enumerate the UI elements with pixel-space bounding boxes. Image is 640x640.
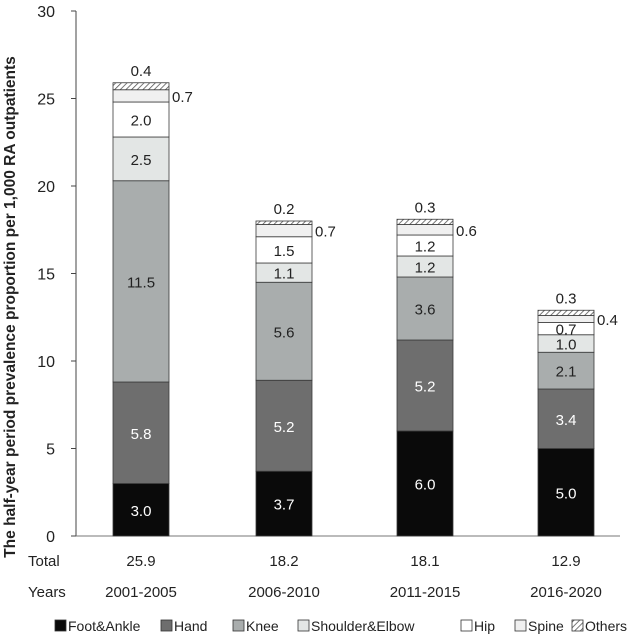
data-label: 1.5 bbox=[274, 243, 295, 260]
data-label: 0.3 bbox=[556, 290, 577, 307]
data-label: 5.0 bbox=[556, 485, 577, 502]
bar-segment-others bbox=[255, 220, 313, 225]
bar-segment-spine bbox=[255, 224, 313, 238]
legend-swatch-foot-ankle bbox=[54, 619, 67, 632]
data-label: 2.1 bbox=[556, 364, 577, 381]
x-tick-label: 2006-2010 bbox=[248, 584, 320, 601]
total-value-label: 25.9 bbox=[126, 553, 155, 570]
legend-swatch-hand bbox=[160, 619, 173, 632]
legend-swatch-spine bbox=[514, 619, 527, 632]
bar-segment-others bbox=[112, 82, 170, 91]
bar-segment-knee bbox=[396, 276, 454, 341]
legend-swatch-others bbox=[571, 619, 584, 632]
bar-segment-others bbox=[537, 309, 595, 316]
data-label: 1.1 bbox=[274, 266, 295, 283]
y-tick-label: 30 bbox=[37, 4, 55, 21]
data-label: 0.4 bbox=[597, 312, 618, 329]
data-label: 0.7 bbox=[315, 224, 336, 241]
bar-segment-spine bbox=[396, 224, 454, 236]
y-tick-label: 20 bbox=[37, 179, 55, 196]
data-label: 5.2 bbox=[274, 419, 295, 436]
y-tick-label: 25 bbox=[37, 92, 55, 109]
legend-label: Hand bbox=[174, 618, 207, 634]
y-tick-label: 5 bbox=[46, 442, 55, 459]
legend-swatch-hip bbox=[460, 619, 473, 632]
data-label: 1.0 bbox=[556, 337, 577, 354]
legend-swatch-shoulder-elbow bbox=[297, 619, 310, 632]
total-value-label: 12.9 bbox=[551, 553, 580, 570]
bar-segment-knee bbox=[255, 281, 313, 381]
data-label: 0.6 bbox=[456, 223, 477, 240]
total-row-label: Total bbox=[28, 553, 60, 570]
legend-label: Spine bbox=[528, 618, 564, 634]
legend-label: Foot&Ankle bbox=[68, 618, 141, 634]
bar-segment-others bbox=[396, 218, 454, 225]
data-label: 0.2 bbox=[274, 201, 295, 218]
years-row-label: Years bbox=[28, 584, 66, 601]
legend-label: Others bbox=[585, 618, 627, 634]
data-label: 5.6 bbox=[274, 324, 295, 341]
bar-segment-spine bbox=[112, 89, 170, 103]
bar-segment-foot-ankle bbox=[255, 470, 313, 537]
y-axis-label: The half-year period prevalence proporti… bbox=[2, 56, 19, 558]
legend-swatch-knee bbox=[232, 619, 245, 632]
legend: Foot&Ankle Hand Knee Shoulder&Elbow Hip Spine… bbox=[54, 618, 627, 634]
y-tick-label: 15 bbox=[37, 267, 55, 284]
y-tick-label: 10 bbox=[37, 354, 55, 371]
data-label: 1.2 bbox=[415, 239, 436, 256]
x-tick-label: 2001-2005 bbox=[105, 584, 177, 601]
bar-segment-hand bbox=[112, 381, 170, 484]
bar-segment-shoulder-elbow bbox=[112, 136, 170, 182]
data-label: 0.7 bbox=[556, 322, 577, 339]
bar-segment-hip bbox=[112, 101, 170, 138]
bar-segment-foot-ankle bbox=[112, 483, 170, 537]
data-label: 3.6 bbox=[415, 302, 436, 319]
x-tick-label: 2011-2015 bbox=[390, 584, 461, 601]
legend-label: Knee bbox=[246, 618, 279, 634]
data-label: 1.2 bbox=[415, 260, 436, 277]
total-value-label: 18.2 bbox=[269, 553, 298, 570]
data-label: 3.7 bbox=[274, 497, 295, 514]
data-label: 0.7 bbox=[172, 89, 193, 106]
x-tick-label: 2016-2020 bbox=[530, 584, 602, 601]
data-label: 2.5 bbox=[131, 152, 152, 169]
data-label: 5.2 bbox=[415, 379, 436, 396]
bar-segment-foot-ankle bbox=[537, 448, 595, 537]
legend-label: Hip bbox=[474, 618, 495, 634]
bar-segment-knee bbox=[537, 351, 595, 390]
bar-segment-foot-ankle bbox=[396, 430, 454, 537]
data-label: 6.0 bbox=[415, 477, 436, 494]
data-label: 2.0 bbox=[131, 113, 152, 130]
data-label: 3.4 bbox=[556, 412, 577, 429]
data-label: 11.5 bbox=[127, 274, 155, 291]
bar-segment-hand bbox=[537, 388, 595, 449]
legend-label: Shoulder&Elbow bbox=[311, 618, 415, 634]
data-label: 5.8 bbox=[131, 426, 152, 443]
data-label: 3.0 bbox=[131, 503, 152, 520]
data-label: 0.4 bbox=[131, 63, 152, 80]
plot-area: 0 5 10 15 20 25 30 3.0 5.8 11.5 2.5 2.0 0.7 0.4 3.7 5.2… bbox=[28, 4, 620, 601]
total-value-label: 18.1 bbox=[410, 553, 439, 570]
y-tick-label: 0 bbox=[46, 529, 55, 546]
data-label: 0.3 bbox=[415, 199, 436, 216]
bar-segment-hand bbox=[396, 339, 454, 432]
bar-segment-knee bbox=[112, 180, 170, 383]
